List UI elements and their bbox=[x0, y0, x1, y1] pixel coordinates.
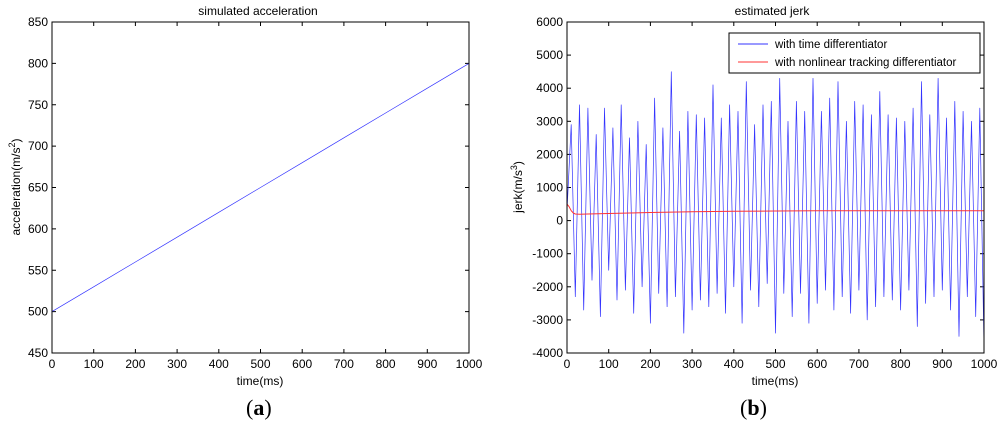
panel-a-series-group bbox=[51, 63, 470, 312]
panel-a-y-tick-label: 650 bbox=[28, 181, 48, 195]
panel-a-x-tick-label: 700 bbox=[334, 357, 354, 371]
panel-a-x-axis-label: time(ms) bbox=[237, 374, 284, 388]
panel-b-x-tick-label: 0 bbox=[564, 357, 571, 371]
panel-a-x-tick-label: 0 bbox=[49, 357, 56, 371]
panel-a-y-tick-label: 750 bbox=[28, 98, 48, 112]
panel-b-legend-label-time: with time differentiator bbox=[774, 39, 887, 51]
panel-a-y-tick-label: 550 bbox=[28, 263, 48, 277]
panel-b-x-tick-label: 1000 bbox=[971, 357, 998, 371]
panel-a-y-label-suffix: ) bbox=[9, 138, 23, 142]
panel-b-label-close: ) bbox=[760, 395, 767, 420]
panel-a-label-letter: a bbox=[253, 395, 264, 420]
panel-a-y-axis-label: acceleration(m/s2) bbox=[7, 138, 23, 235]
panel-b-x-tick-label: 700 bbox=[849, 357, 869, 371]
panel-a-y-label-sup: 2 bbox=[7, 142, 17, 147]
panel-a-x-tick-label: 300 bbox=[167, 357, 187, 371]
panel-b-chart: estimated jerk 0 100 200 300 400 500 600 700 800… bbox=[509, 4, 998, 420]
panel-a-y-tick-label: 800 bbox=[28, 56, 48, 70]
panel-b-series-line-2 bbox=[566, 203, 984, 215]
panel-a-x-tick-label: 1000 bbox=[456, 357, 483, 371]
panel-a-label-open: ( bbox=[246, 395, 253, 420]
panel-b-y-label-prefix: jerk(m/s bbox=[511, 170, 525, 214]
panel-b-frame bbox=[566, 21, 985, 354]
panel-a-y-tick-label: 500 bbox=[28, 305, 48, 319]
panel-b-y-tick-label: -1000 bbox=[532, 247, 563, 261]
panel-b-y-tick-label: 6000 bbox=[536, 15, 563, 29]
panel-a-x-tick-label: 600 bbox=[292, 357, 312, 371]
panel-b-y-label-suffix: ) bbox=[511, 161, 525, 165]
panel-a-x-tick-label: 800 bbox=[376, 357, 396, 371]
panel-b-y-ticks: -4000 -3000 -2000 -1000 0 1000 2000 3000 4000 500… bbox=[532, 15, 984, 360]
panel-b-y-tick-label: 1000 bbox=[536, 181, 563, 195]
panel-a-y-ticks: 450 500 550 600 650 700 750 800 850 bbox=[28, 15, 469, 360]
panel-a-y-tick-label: 850 bbox=[28, 15, 48, 29]
panel-b-x-tick-label: 600 bbox=[807, 357, 827, 371]
panel-b-x-tick-label: 400 bbox=[724, 357, 744, 371]
panel-a-x-ticks: 0 100 200 300 400 500 600 700 800 900 1000 bbox=[49, 22, 483, 371]
panel-b-x-tick-label: 300 bbox=[682, 357, 702, 371]
panel-a-label: (a) bbox=[246, 395, 272, 420]
panel-b-label-letter: b bbox=[747, 395, 759, 420]
panel-b-legend-label-nonlinear: with nonlinear tracking differentiator bbox=[774, 57, 957, 69]
panel-b-label-open: ( bbox=[740, 395, 747, 420]
panel-b-x-tick-label: 200 bbox=[640, 357, 660, 371]
panel-b-label: (b) bbox=[740, 395, 767, 420]
panel-a-x-tick-label: 500 bbox=[250, 357, 270, 371]
panel-b-x-tick-label: 100 bbox=[599, 357, 619, 371]
panel-b-y-tick-label: -2000 bbox=[532, 280, 563, 294]
panel-b-y-label-sup: 3 bbox=[509, 165, 519, 170]
panel-b-y-tick-label: 2000 bbox=[536, 147, 563, 161]
panel-a-chart: simulated acceleration 0 100 200 300 400 500 6… bbox=[7, 4, 483, 420]
panel-b-y-tick-label: 3000 bbox=[536, 114, 563, 128]
panel-b-x-axis-label: time(ms) bbox=[752, 374, 799, 388]
panel-b-y-axis-label: jerk(m/s3) bbox=[509, 161, 525, 214]
panel-b-x-tick-label: 800 bbox=[891, 357, 911, 371]
panel-b-y-tick-label: 5000 bbox=[536, 48, 563, 62]
panel-a-y-tick-label: 600 bbox=[28, 222, 48, 236]
panel-b-series-group bbox=[566, 71, 985, 347]
panel-a-y-tick-label: 450 bbox=[28, 346, 48, 360]
panel-a-title: simulated acceleration bbox=[198, 4, 317, 18]
panel-b-x-tick-label: 500 bbox=[765, 357, 785, 371]
panel-a-label-close: ) bbox=[264, 395, 271, 420]
panel-b-y-tick-label: 0 bbox=[556, 214, 563, 228]
panel-b-y-tick-label: 4000 bbox=[536, 81, 563, 95]
panel-a-x-tick-label: 900 bbox=[417, 357, 437, 371]
panel-a-frame bbox=[51, 21, 470, 354]
panel-b-y-tick-label: -4000 bbox=[532, 346, 563, 360]
panel-a-x-tick-label: 400 bbox=[209, 357, 229, 371]
panel-a-series-line-1 bbox=[51, 63, 470, 312]
panel-b-legend-box bbox=[728, 32, 981, 74]
panel-b-y-tick-label: -3000 bbox=[532, 313, 563, 327]
panel-a-y-tick-label: 700 bbox=[28, 139, 48, 153]
panel-b-x-ticks: 0 100 200 300 400 500 600 700 800 900 1000 bbox=[564, 22, 998, 371]
panel-a-x-tick-label: 100 bbox=[84, 357, 104, 371]
panel-b-legend: with time differentiator with nonlinear … bbox=[728, 32, 981, 74]
panel-a-x-tick-label: 200 bbox=[125, 357, 145, 371]
panel-b-series-line-1 bbox=[566, 71, 985, 347]
panel-b-x-tick-label: 900 bbox=[932, 357, 952, 371]
panel-b-title: estimated jerk bbox=[735, 4, 811, 18]
panel-a-y-label-prefix: acceleration(m/s bbox=[9, 147, 23, 235]
